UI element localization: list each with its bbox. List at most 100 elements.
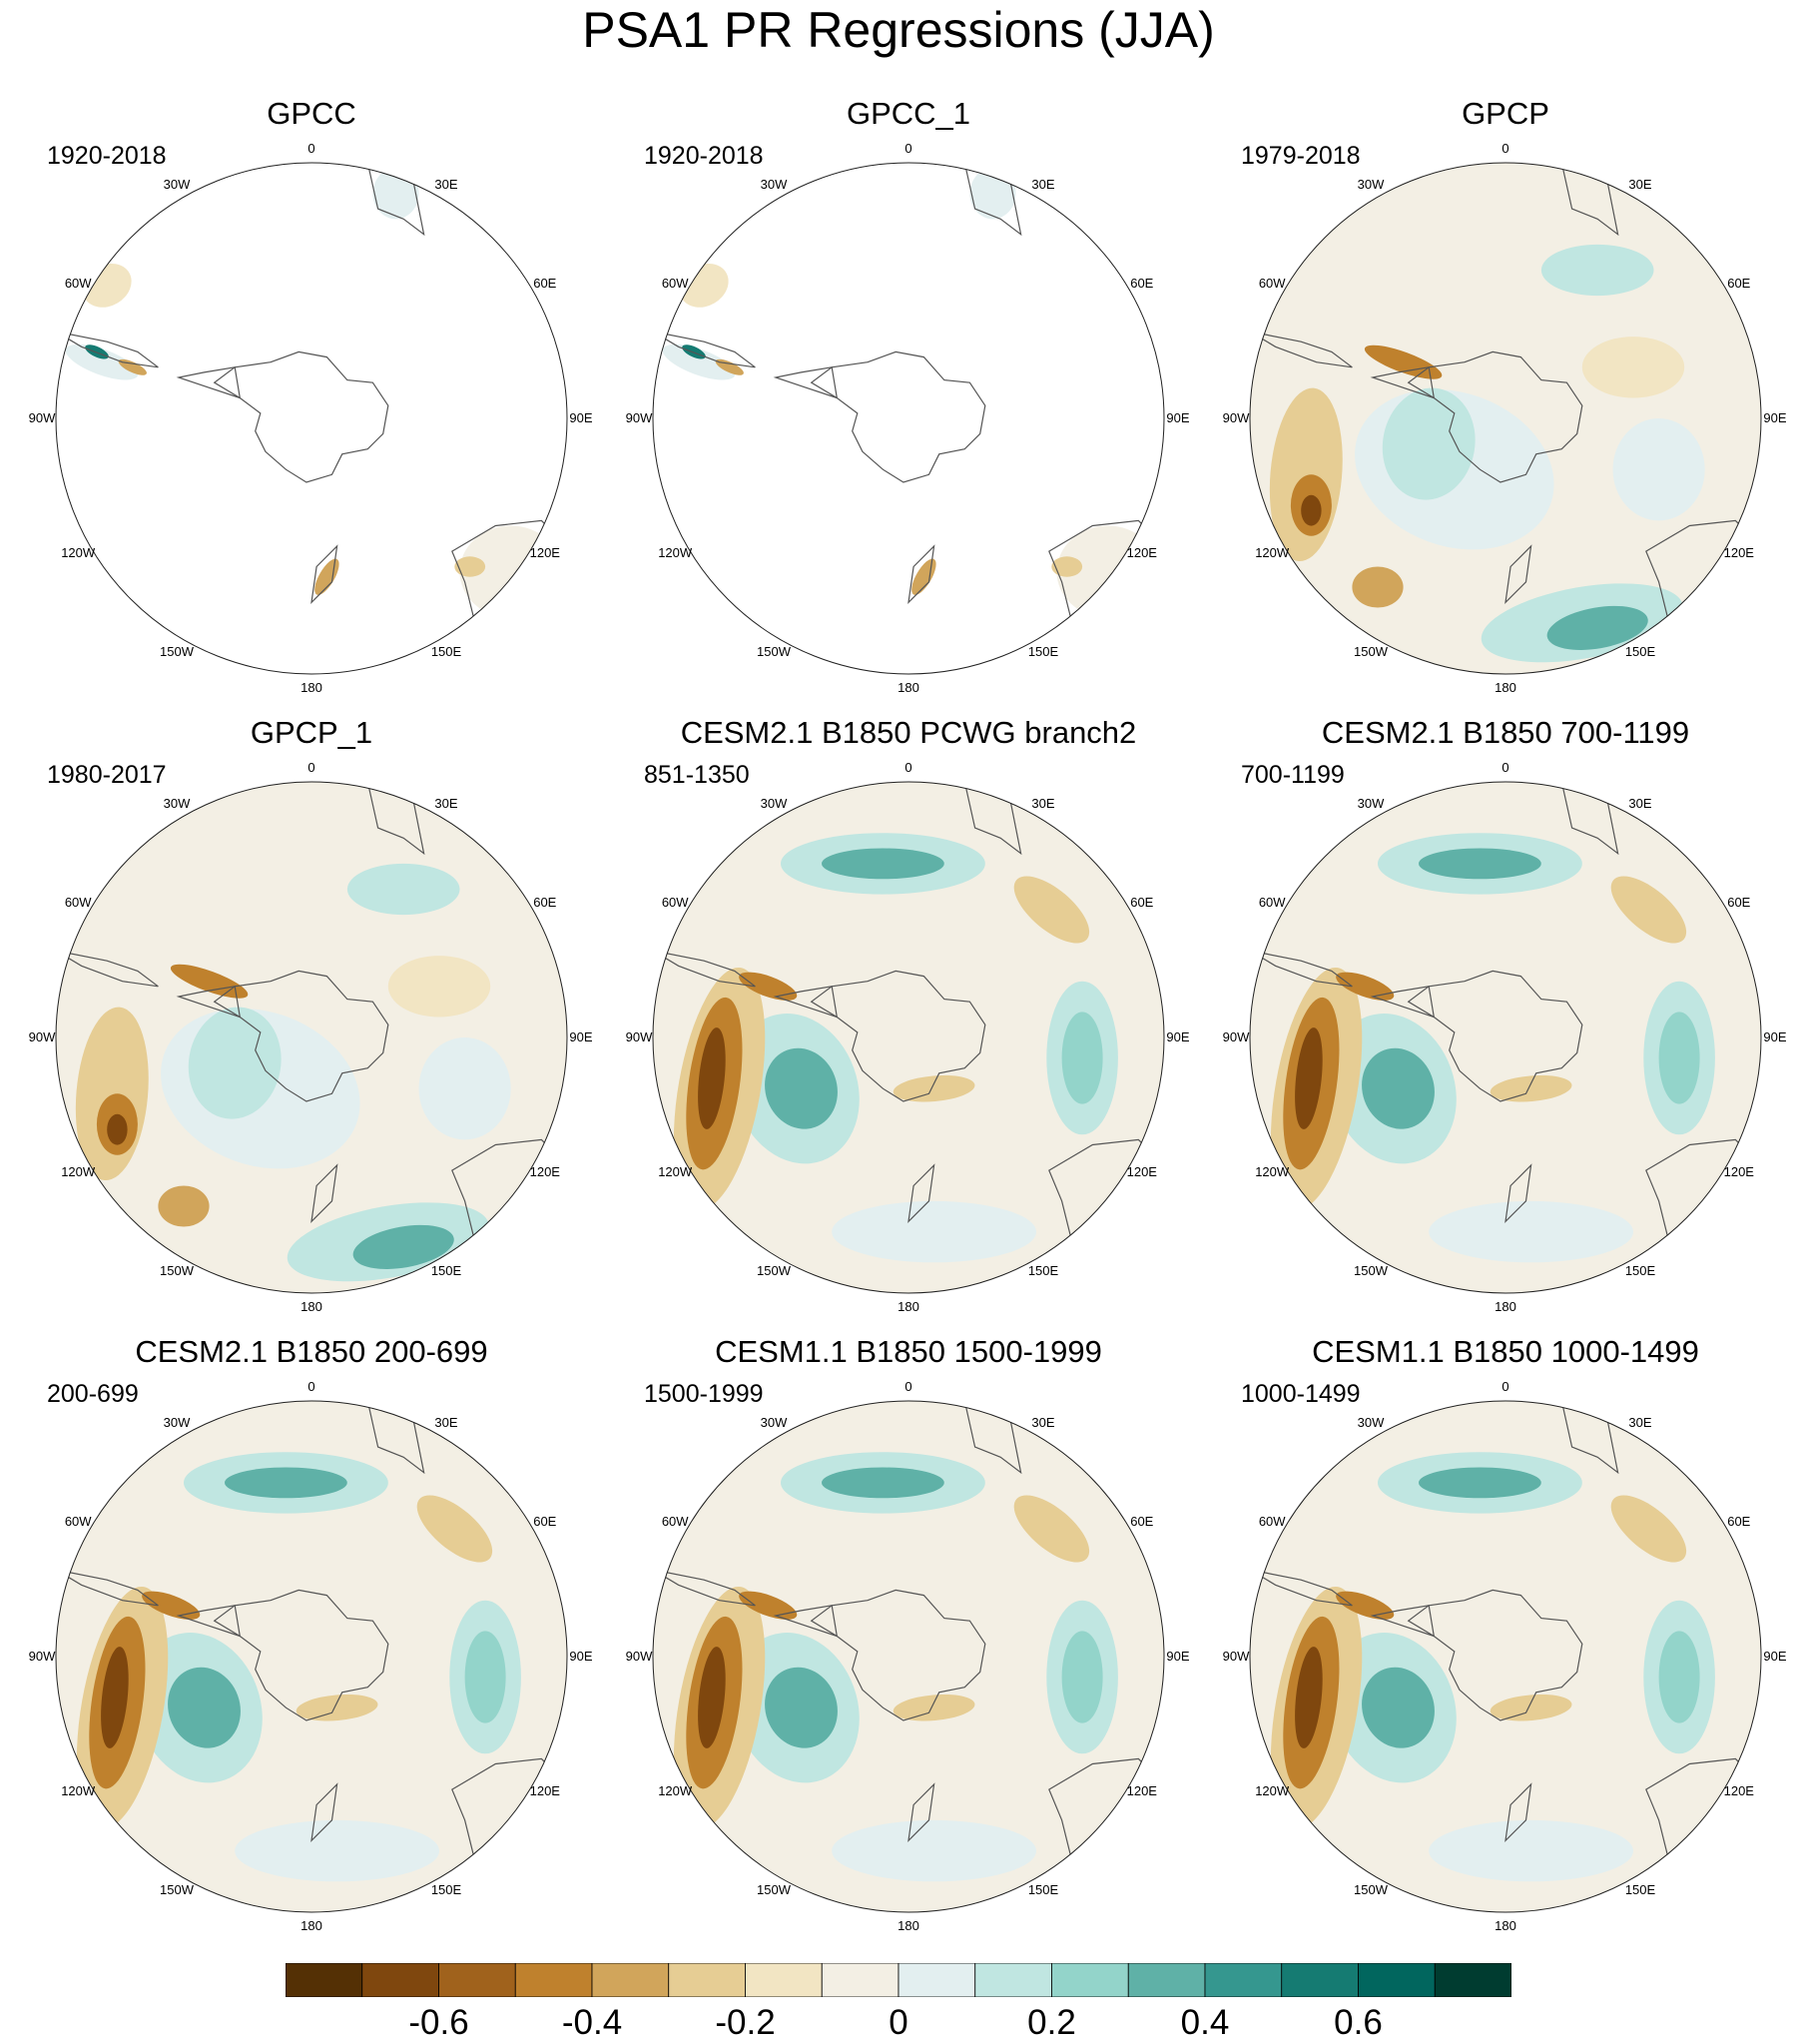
map-panel: 0 30E 60E 90E 120E 150E 180 150W 120W 90W 60W 30W CE…: [1206, 714, 1797, 1333]
new-zealand-coastline: [310, 544, 338, 604]
longitude-label: 150E: [1625, 1882, 1656, 1897]
longitude-label: 30E: [434, 177, 457, 192]
polar-map: 0 30E 60E 90E 120E 150E 180 150W 120W 90W 60W 30W: [1223, 1379, 1787, 1933]
longitude-label: 90E: [1166, 1029, 1189, 1044]
anomaly-shade: [188, 1007, 282, 1119]
south-america-coastline: [653, 950, 756, 988]
longitude-label: 60E: [1130, 276, 1153, 291]
anomaly-shade: [1581, 337, 1685, 398]
longitude-label: 60E: [1130, 1514, 1153, 1529]
colorbar-swatch: [514, 1962, 593, 1998]
map-field: [56, 163, 567, 674]
longitude-label: 30E: [434, 1415, 457, 1430]
anomaly-shade: [1051, 556, 1083, 577]
map-boundary: [652, 1400, 1165, 1913]
longitude-label: 150W: [757, 1882, 792, 1897]
colorbar: [285, 1962, 1512, 1998]
longitude-label: 120E: [530, 545, 561, 560]
longitude-label: 90W: [1223, 1649, 1250, 1664]
longitude-label: 60E: [533, 895, 556, 910]
longitude-label: 90W: [29, 410, 56, 425]
south-america-coastline: [1250, 1569, 1353, 1607]
longitude-label: 30W: [1358, 177, 1385, 192]
anomaly-shade: [1336, 1591, 1395, 1621]
colorbar-swatch: [285, 1962, 363, 1998]
longitude-label: 180: [300, 1918, 322, 1933]
peninsula-coastline: [773, 986, 839, 1019]
colorbar-tick-label: 0.6: [1334, 2003, 1383, 2042]
longitude-label: 30W: [1358, 1415, 1385, 1430]
anomaly-shade: [1546, 605, 1648, 650]
map-panel: 0 30E 60E 90E 120E 150E 180 150W 120W 90W 60W 30W GP…: [12, 95, 611, 714]
colorbar-swatch: [1127, 1962, 1206, 1998]
south-america-coastline: [1250, 950, 1353, 988]
anomaly-shade: [765, 1047, 838, 1129]
longitude-label: 60E: [1727, 1514, 1750, 1529]
africa-coastline: [963, 163, 1022, 237]
map-field: [56, 1401, 567, 1912]
anomaly-shade: [1658, 1631, 1700, 1723]
map-panel: 0 30E 60E 90E 120E 150E 180 150W 120W 90W 60W 30W GP…: [609, 95, 1208, 714]
anomaly-shade: [832, 1200, 1036, 1263]
longitude-label: 90W: [626, 1649, 653, 1664]
polar-map: 0 30E 60E 90E 120E 150E 180 150W 120W 90W 60W 30W: [626, 141, 1190, 695]
longitude-label: 30W: [164, 1415, 191, 1430]
polar-map: 0 30E 60E 90E 120E 150E 180 150W 120W 90W 60W 30W: [1223, 760, 1787, 1314]
longitude-label: 60W: [65, 276, 92, 291]
anomaly-shade: [1419, 1467, 1541, 1499]
longitude-label: 180: [898, 1299, 919, 1314]
longitude-label: 90E: [1166, 410, 1189, 425]
longitude-label: 30W: [164, 177, 191, 192]
map-field: [653, 1401, 1164, 1912]
panel-title: CESM2.1 B1850 700-1199: [1321, 715, 1690, 750]
longitude-label: 30W: [761, 1415, 788, 1430]
anomaly-shade: [739, 972, 798, 1002]
longitude-label: 0: [1501, 141, 1508, 156]
longitude-label: 120W: [61, 545, 96, 560]
colorbar-swatch: [1281, 1962, 1359, 1998]
africa-coastline: [1560, 782, 1619, 856]
longitude-label: 180: [1495, 680, 1516, 695]
longitude-label: 180: [300, 1299, 322, 1314]
panel-period: 1979-2018: [1241, 142, 1361, 170]
map-panel: 0 30E 60E 90E 120E 150E 180 150W 120W 90W 60W 30W CE…: [609, 714, 1208, 1333]
anomaly-shade: [1061, 1631, 1103, 1723]
longitude-label: 150W: [757, 1263, 792, 1278]
longitude-label: 150W: [160, 1263, 195, 1278]
longitude-label: 150E: [431, 1882, 462, 1897]
peninsula-coastline: [1370, 986, 1436, 1019]
longitude-label: 30E: [1628, 1415, 1651, 1430]
anomaly-shade: [1610, 1495, 1687, 1563]
polar-map: 0 30E 60E 90E 120E 150E 180 150W 120W 90W 60W 30W: [626, 760, 1190, 1314]
anomaly-shade: [969, 168, 1016, 220]
anomaly-shade: [1336, 972, 1395, 1002]
anomaly-shade: [416, 1495, 493, 1563]
anomaly-shade: [314, 558, 339, 595]
longitude-label: 0: [307, 141, 314, 156]
anomaly-shade: [765, 1667, 838, 1748]
map-panel: 0 30E 60E 90E 120E 150E 180 150W 120W 90W 60W 30W CE…: [1206, 1333, 1797, 1952]
colorbar-swatch: [1358, 1962, 1436, 1998]
anomaly-shade: [1612, 418, 1705, 521]
longitude-label: 150E: [1028, 644, 1059, 659]
longitude-label: 30E: [434, 796, 457, 811]
south-america-coastline: [653, 1569, 756, 1607]
colorbar-tick-label: -0.4: [561, 2003, 623, 2042]
anomaly-shade: [1419, 848, 1541, 880]
peninsula-coastline: [1370, 1605, 1436, 1638]
longitude-label: 180: [1495, 1918, 1516, 1933]
anomaly-shade: [1382, 387, 1476, 500]
longitude-label: 120E: [1127, 1164, 1158, 1179]
longitude-label: 150W: [1354, 1263, 1389, 1278]
peninsula-coastline: [176, 366, 242, 399]
longitude-label: 0: [307, 760, 314, 775]
anomaly-shade: [1610, 876, 1687, 944]
polar-map: 0 30E 60E 90E 120E 150E 180 150W 120W 90W 60W 30W: [626, 1379, 1190, 1933]
longitude-label: 180: [300, 680, 322, 695]
longitude-label: 120W: [658, 1164, 693, 1179]
new-zealand-coastline: [907, 1163, 935, 1223]
map-boundary: [1249, 1400, 1762, 1913]
colorbar-swatch: [1434, 1962, 1512, 1998]
longitude-label: 120E: [1127, 1783, 1158, 1798]
longitude-label: 30E: [1031, 796, 1054, 811]
